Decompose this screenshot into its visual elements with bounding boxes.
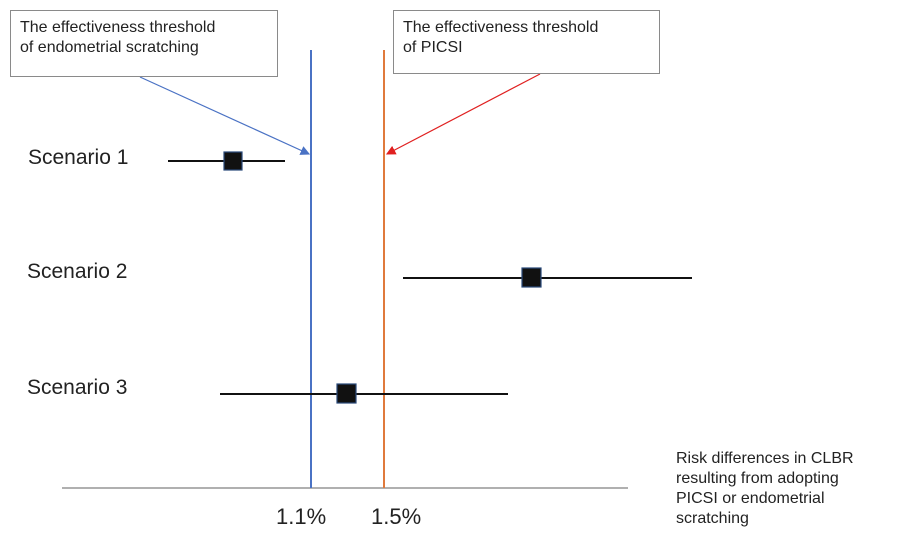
scenario-2-label: Scenario 2: [27, 260, 128, 283]
x-axis-label: Risk differences in CLBR resulting from …: [676, 450, 854, 527]
scratching-threshold-callout: The effectiveness threshold of endometri…: [10, 10, 278, 77]
picsi-threshold-callout: The effectiveness threshold of PICSI: [393, 10, 660, 74]
scenario-3-point-estimate: [336, 383, 357, 404]
scratching-callout-arrow: [139, 76, 311, 155]
scenario-1-label: Scenario 1: [28, 146, 129, 169]
picsi-callout-arrow: [385, 73, 541, 155]
tick-label-1-5: 1.5%: [371, 504, 422, 529]
scenario-1-point-estimate: [223, 151, 243, 171]
tick-label-1-1: 1.1%: [276, 504, 327, 529]
scenario-3-label: Scenario 3: [27, 376, 128, 399]
scenario-2-point-estimate: [521, 267, 542, 288]
